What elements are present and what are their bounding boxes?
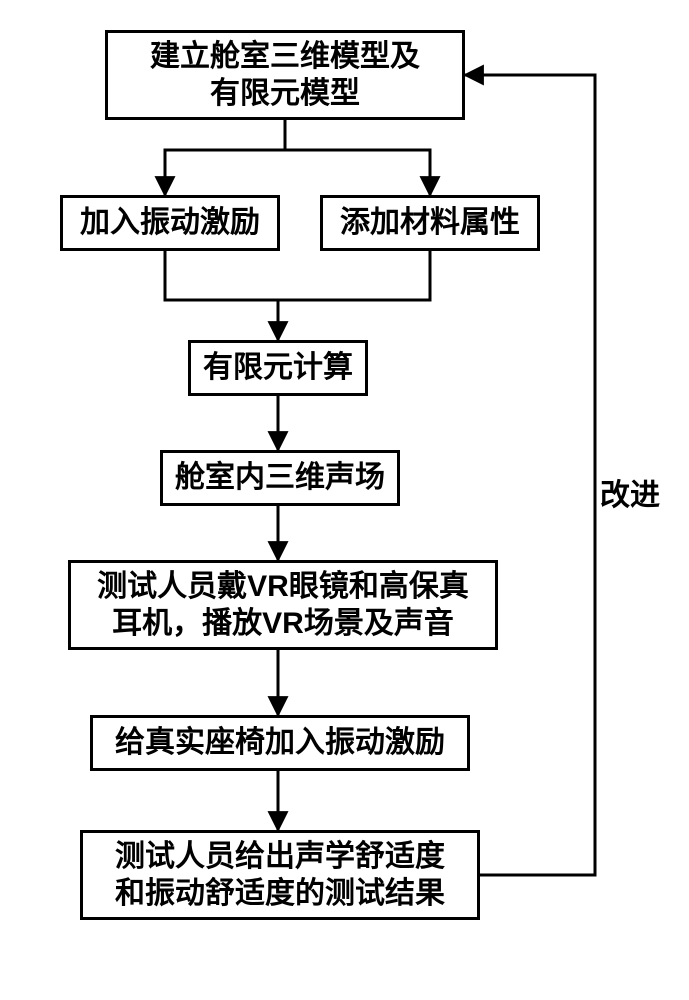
flowchart-node-n4: 有限元计算: [188, 340, 368, 396]
flowchart-edge-e4: [278, 251, 430, 300]
flowchart-node-n2: 加入振动激励: [60, 195, 280, 251]
flowchart-label-l1: 改进: [600, 470, 660, 514]
flowchart-node-n5: 舱室内三维声场: [160, 450, 400, 506]
flowchart-edge-e2: [285, 120, 430, 195]
flowchart-node-n8: 测试人员给出声学舒适度和振动舒适度的测试结果: [80, 830, 480, 920]
flowchart-edge-e3: [165, 251, 278, 340]
flowchart-node-n3: 添加材料属性: [320, 195, 540, 251]
flowchart-node-n6: 测试人员戴VR眼镜和高保真耳机，播放VR场景及声音: [68, 560, 498, 650]
flowchart-node-n7: 给真实座椅加入振动激励: [90, 715, 470, 771]
flowchart-edge-e1: [165, 120, 285, 195]
flowchart-node-n1: 建立舱室三维模型及有限元模型: [105, 30, 465, 120]
